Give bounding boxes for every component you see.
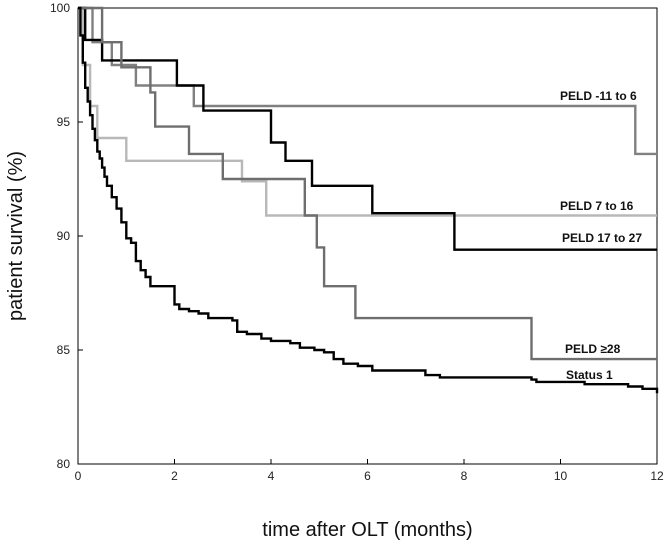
x-tick-label: 0	[75, 469, 82, 483]
y-axis-label: patient survival (%)	[5, 151, 27, 321]
series-line-peld-7-to-16	[78, 6, 657, 217]
x-tick-label: 4	[268, 469, 275, 483]
series-label-status-1: Status 1	[566, 368, 613, 382]
x-tick-label: 8	[461, 469, 468, 483]
series-label-peld-28-plus: PELD ≥28	[565, 342, 621, 356]
x-tick-label: 6	[364, 469, 371, 483]
series-line-peld-28-plus	[78, 6, 657, 361]
series-line-peld-11-to-6	[78, 6, 657, 156]
y-tick-label: 95	[57, 115, 71, 129]
series-line-status-1	[78, 6, 659, 394]
y-tick-label: 85	[57, 343, 71, 357]
x-axis-label: time after OLT (months)	[262, 519, 472, 541]
x-tick-label: 2	[171, 469, 178, 483]
x-tick-label: 12	[650, 469, 664, 483]
y-tick-label: 90	[57, 229, 71, 243]
series-label-peld-7-to-16: PELD 7 to 16	[560, 199, 634, 213]
series-label-peld-17-to-27: PELD 17 to 27	[562, 231, 642, 245]
series-line-peld-17-to-27	[78, 6, 657, 251]
x-tick-label: 10	[554, 469, 568, 483]
y-tick-label: 100	[50, 1, 70, 15]
series-label-peld-11-to-6: PELD -11 to 6	[560, 89, 637, 103]
y-tick-label: 80	[57, 457, 71, 471]
